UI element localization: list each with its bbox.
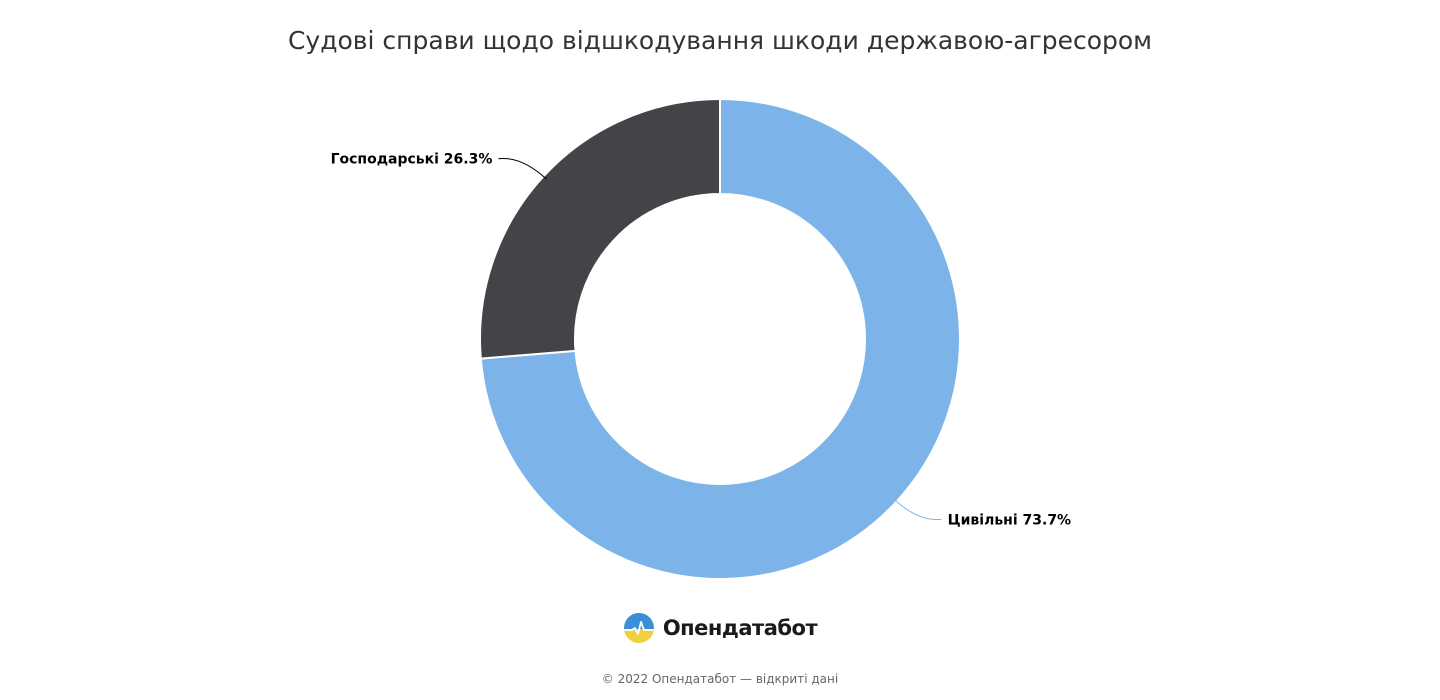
chart-title: Судові справи щодо відшкодування шкоди д…: [287, 26, 1153, 55]
slice-label-0: Цивільні 73.7%: [948, 512, 1071, 528]
opendatabot-logo-icon: [623, 613, 654, 643]
labels-group: Цивільні 73.7% Господарські 26.3%: [331, 152, 1072, 529]
connector-0: [893, 498, 942, 521]
connector-1: [498, 157, 547, 180]
footer-copyright: © 2022 Опендатабот — відкриті дані: [601, 672, 839, 686]
slice-1[interactable]: [479, 97, 721, 360]
slice-0[interactable]: [479, 97, 961, 580]
slices-group: [479, 97, 961, 580]
brand-name: Опендатабот: [662, 616, 818, 640]
brand: Опендатабот: [0, 612, 1440, 644]
slice-label-1: Господарські 26.3%: [331, 152, 493, 168]
donut-chart: Цивільні 73.7% Господарські 26.3%: [331, 97, 1072, 580]
